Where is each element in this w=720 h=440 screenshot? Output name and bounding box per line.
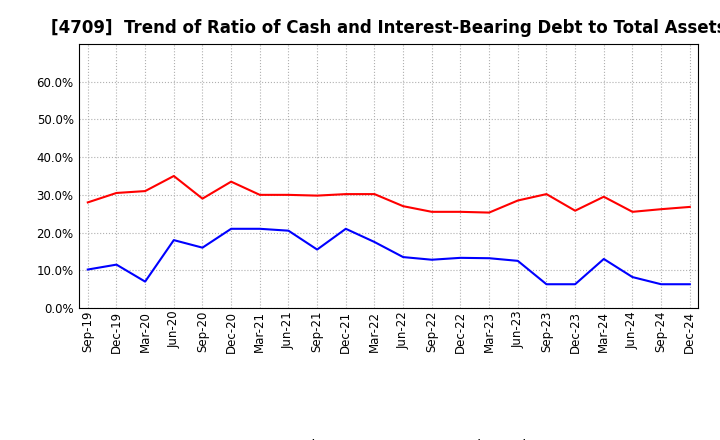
Interest-Bearing Debt — [169, 238, 178, 243]
Interest-Bearing Debt — [428, 257, 436, 262]
Title: [4709]  Trend of Ratio of Cash and Interest-Bearing Debt to Total Assets: [4709] Trend of Ratio of Cash and Intere… — [51, 19, 720, 37]
Interest-Bearing Debt — [628, 275, 636, 280]
Interest-Bearing Debt — [341, 226, 350, 231]
Cash — [198, 196, 207, 201]
Cash — [685, 204, 694, 209]
Cash — [227, 179, 235, 184]
Cash — [312, 193, 321, 198]
Interest-Bearing Debt — [112, 262, 121, 267]
Interest-Bearing Debt — [571, 282, 580, 287]
Cash — [485, 210, 493, 215]
Cash — [370, 191, 379, 197]
Interest-Bearing Debt — [198, 245, 207, 250]
Cash — [571, 208, 580, 213]
Cash — [84, 200, 92, 205]
Cash — [141, 188, 150, 194]
Interest-Bearing Debt — [370, 239, 379, 245]
Interest-Bearing Debt — [542, 282, 551, 287]
Interest-Bearing Debt — [685, 282, 694, 287]
Cash — [456, 209, 465, 214]
Cash — [399, 204, 408, 209]
Cash — [600, 194, 608, 199]
Cash — [542, 191, 551, 197]
Cash — [284, 192, 293, 198]
Interest-Bearing Debt — [485, 256, 493, 261]
Interest-Bearing Debt — [227, 226, 235, 231]
Interest-Bearing Debt — [141, 279, 150, 284]
Interest-Bearing Debt — [600, 257, 608, 262]
Interest-Bearing Debt — [84, 267, 92, 272]
Cash — [169, 173, 178, 179]
Cash — [628, 209, 636, 214]
Interest-Bearing Debt — [456, 255, 465, 260]
Interest-Bearing Debt — [312, 247, 321, 252]
Cash — [657, 206, 665, 212]
Interest-Bearing Debt — [513, 258, 522, 264]
Interest-Bearing Debt — [284, 228, 293, 233]
Cash — [112, 191, 121, 196]
Cash — [428, 209, 436, 214]
Cash — [513, 198, 522, 203]
Line: Interest-Bearing Debt: Interest-Bearing Debt — [88, 229, 690, 284]
Line: Cash: Cash — [88, 176, 690, 213]
Cash — [256, 192, 264, 198]
Cash — [341, 191, 350, 197]
Interest-Bearing Debt — [657, 282, 665, 287]
Interest-Bearing Debt — [256, 226, 264, 231]
Legend: Cash, Interest-Bearing Debt: Cash, Interest-Bearing Debt — [235, 434, 543, 440]
Interest-Bearing Debt — [399, 254, 408, 260]
